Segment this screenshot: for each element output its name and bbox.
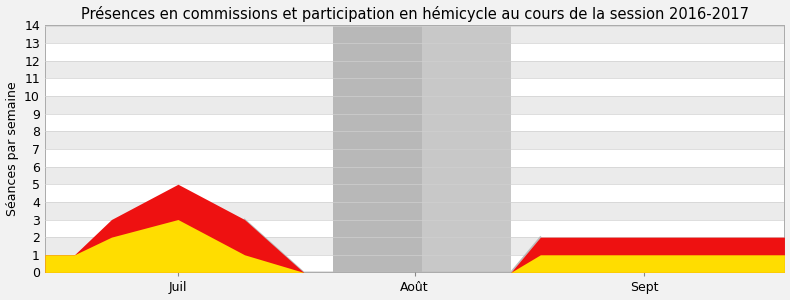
Bar <box>45 149 784 166</box>
Bar <box>45 96 784 114</box>
Bar <box>45 61 784 78</box>
Bar <box>45 184 784 202</box>
Bar <box>45 43 784 61</box>
Title: Présences en commissions et participation en hémicycle au cours de la session 20: Présences en commissions et participatio… <box>81 6 749 22</box>
Bar <box>45 26 784 43</box>
Bar <box>422 26 511 272</box>
Bar <box>45 167 784 184</box>
Y-axis label: Séances par semaine: Séances par semaine <box>6 82 18 216</box>
Bar <box>45 114 784 131</box>
Bar <box>45 220 784 237</box>
Bar <box>333 26 422 272</box>
Bar <box>45 78 784 96</box>
Bar <box>45 255 784 272</box>
Bar <box>45 202 784 220</box>
Bar <box>45 131 784 149</box>
Bar <box>45 237 784 255</box>
